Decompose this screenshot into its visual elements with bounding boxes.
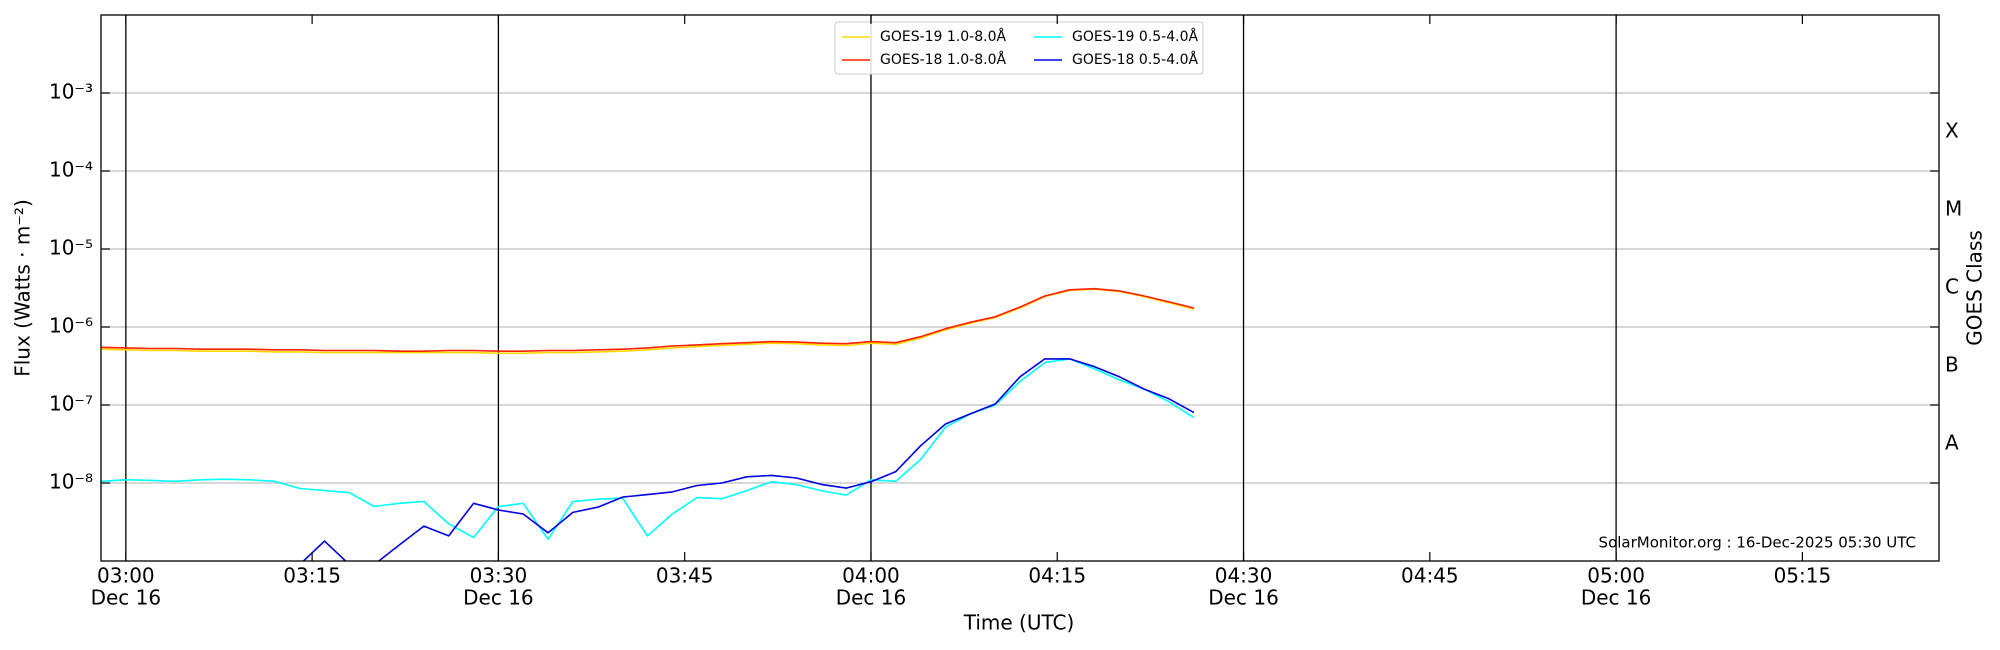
series-line	[302, 358, 1195, 561]
grid	[101, 15, 1939, 561]
x-tick-date: Dec 16	[836, 586, 907, 610]
legend-label: GOES-18 0.5-4.0Å	[1072, 51, 1198, 68]
x-tick-label: 03:00	[97, 564, 155, 588]
y2-tick-label: A	[1945, 431, 1959, 455]
x-tick-date: Dec 16	[1581, 586, 1652, 610]
legend: GOES-19 1.0-8.0Å GOES-18 1.0-8.0Å GOES-19 …	[834, 21, 1204, 75]
x-tick-label: 04:00	[842, 564, 900, 588]
x-axis-label: Time (UTC)	[963, 611, 1075, 635]
x-tick-date: Dec 16	[91, 586, 162, 610]
y-tick-label: 10⁻⁷	[49, 392, 93, 416]
legend-label: GOES-18 1.0-8.0Å	[880, 51, 1006, 68]
y-axis-label: Flux (Watts · m⁻²)	[11, 199, 35, 377]
y-tick-label: 10⁻³	[49, 80, 93, 104]
x-tick-label: 03:45	[656, 564, 714, 588]
legend-box	[834, 21, 1204, 75]
x-tick-label: 04:45	[1401, 564, 1459, 588]
x-tick-label: 05:00	[1587, 564, 1645, 588]
x-tick-date: Dec 16	[463, 586, 534, 610]
y2-tick-label: C	[1945, 275, 1959, 299]
y2-tick-label: X	[1945, 119, 1959, 143]
legend-label: GOES-19 0.5-4.0Å	[1072, 28, 1198, 45]
x-tick-date: Dec 16	[1208, 586, 1279, 610]
annotation: SolarMonitor.org : 16-Dec-2025 05:30 UTC	[1599, 534, 1916, 552]
y-tick-label: 10⁻⁸	[49, 470, 93, 494]
y2-axis-label: GOES Class	[1963, 230, 1987, 346]
series-line	[101, 287, 1195, 352]
y-tick-label: 10⁻⁵	[49, 236, 93, 260]
series-line	[101, 288, 1195, 355]
y2-tick-label: M	[1945, 197, 1962, 221]
series-line	[101, 358, 1195, 541]
x-tick-label: 03:15	[283, 564, 341, 588]
x-tick-label: 05:15	[1774, 564, 1832, 588]
x-tick-label: 04:30	[1215, 564, 1273, 588]
x-tick-label: 03:30	[470, 564, 528, 588]
x-tick-label: 04:15	[1028, 564, 1086, 588]
y-tick-label: 10⁻⁴	[49, 158, 93, 182]
legend-label: GOES-19 1.0-8.0Å	[880, 28, 1006, 45]
plot-lines	[101, 287, 1195, 561]
plot-frame	[100, 14, 1940, 562]
y-tick-label: 10⁻⁶	[49, 314, 93, 338]
y2-tick-label: B	[1945, 353, 1959, 377]
